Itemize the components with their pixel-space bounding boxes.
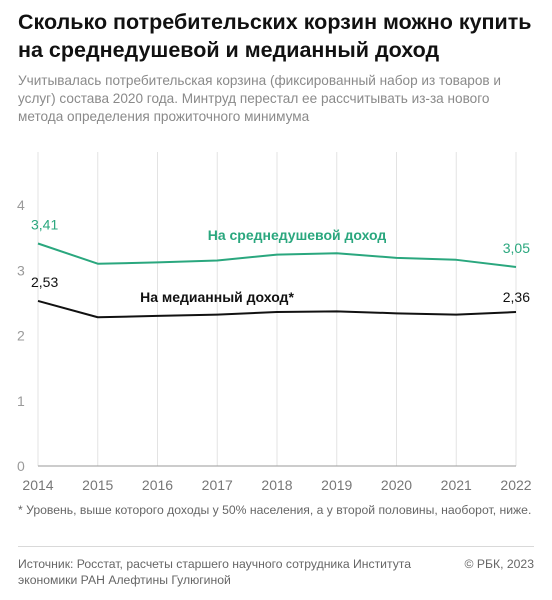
series-end-label-0: 3,05 [503, 240, 530, 256]
y-tick-label-1: 1 [17, 393, 25, 409]
series-end-label-1: 2,36 [503, 289, 530, 305]
x-tick-label-2016: 2016 [142, 477, 173, 493]
chart-subtitle: Учитывалась потребительская корзина (фик… [18, 73, 501, 124]
y-tick-label-4: 4 [17, 197, 25, 213]
x-tick-label-2021: 2021 [441, 477, 472, 493]
line-chart: 0 1 2 3 4 2014 2015 2016 2017 2018 2019 2020 2021 202… [17, 152, 532, 493]
chart-title: Сколько потребительских корзин можно куп… [18, 10, 532, 62]
x-tick-label-2022: 2022 [500, 477, 531, 493]
x-tick-label-2014: 2014 [22, 477, 53, 493]
source-note: Источник: Росстат, расчеты старшего науч… [18, 557, 412, 587]
divider [18, 546, 534, 547]
copyright: © РБК, 2023 [464, 557, 534, 571]
x-tick-label-2015: 2015 [82, 477, 113, 493]
series-name-1: На медианный доход* [140, 289, 294, 305]
footnote: * Уровень, выше которого доходы у 50% на… [18, 503, 532, 517]
y-tick-label-0: 0 [17, 458, 25, 474]
x-tick-label-2018: 2018 [261, 477, 292, 493]
x-tick-label-2019: 2019 [321, 477, 352, 493]
y-tick-label-2: 2 [17, 328, 25, 344]
series-line-0 [37, 242, 517, 268]
series-start-label-0: 3,41 [31, 216, 58, 232]
series-name-0: На среднедушевой доход [208, 227, 387, 243]
x-tick-label-2020: 2020 [381, 477, 412, 493]
x-tick-label-2017: 2017 [202, 477, 233, 493]
series-line-1 [37, 299, 517, 319]
y-tick-label-3: 3 [17, 262, 25, 278]
series-start-label-1: 2,53 [31, 274, 58, 290]
